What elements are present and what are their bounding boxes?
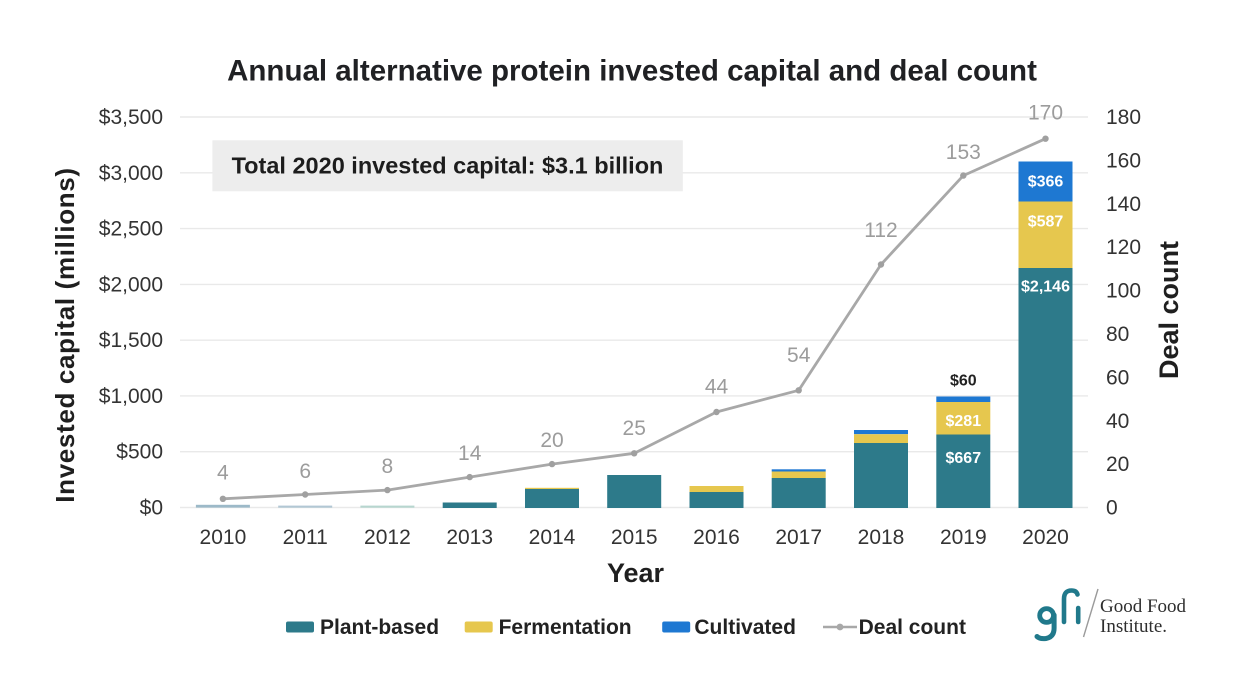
svg-text:$1,500: $1,500: [99, 329, 163, 352]
svg-text:$281: $281: [946, 413, 982, 430]
svg-text:2016: 2016: [693, 526, 740, 549]
svg-text:$3,000: $3,000: [99, 162, 163, 185]
svg-text:2019: 2019: [940, 526, 987, 549]
svg-text:8: 8: [382, 455, 394, 478]
svg-text:2020: 2020: [1022, 526, 1069, 549]
svg-text:Good Food: Good Food: [1100, 596, 1187, 617]
svg-text:Deal count: Deal count: [859, 616, 966, 639]
svg-text:153: 153: [946, 141, 981, 164]
svg-text:0: 0: [1106, 497, 1118, 520]
svg-text:14: 14: [458, 442, 482, 465]
svg-text:$60: $60: [950, 373, 977, 390]
svg-text:Fermentation: Fermentation: [499, 616, 632, 639]
svg-text:2013: 2013: [446, 526, 493, 549]
svg-text:20: 20: [540, 429, 563, 452]
svg-text:20: 20: [1106, 453, 1129, 476]
svg-text:Deal count: Deal count: [1154, 241, 1184, 379]
svg-text:$366: $366: [1028, 173, 1064, 190]
svg-text:Total 2020 invested capital: $: Total 2020 invested capital: $3.1 billio…: [232, 153, 664, 179]
svg-text:6: 6: [299, 460, 311, 483]
svg-text:2015: 2015: [611, 526, 658, 549]
svg-text:Plant-based: Plant-based: [320, 616, 439, 639]
svg-text:$667: $667: [946, 450, 982, 467]
svg-text:Cultivated: Cultivated: [694, 616, 796, 639]
svg-text:54: 54: [787, 344, 811, 367]
svg-text:140: 140: [1106, 193, 1141, 216]
svg-text:4: 4: [217, 462, 229, 485]
svg-text:Invested capital (millions): Invested capital (millions): [50, 167, 80, 502]
svg-text:$3,500: $3,500: [99, 106, 163, 129]
svg-text:112: 112: [864, 219, 897, 242]
svg-text:2011: 2011: [283, 526, 328, 549]
svg-text:$2,500: $2,500: [99, 218, 163, 241]
svg-text:180: 180: [1106, 106, 1141, 129]
svg-text:$500: $500: [116, 441, 163, 464]
svg-text:80: 80: [1106, 323, 1129, 346]
svg-text:$2,000: $2,000: [99, 273, 163, 296]
svg-text:44: 44: [705, 376, 729, 399]
svg-text:$587: $587: [1028, 213, 1064, 230]
svg-text:Year: Year: [607, 558, 665, 588]
svg-text:100: 100: [1106, 280, 1141, 303]
svg-text:2014: 2014: [529, 526, 576, 549]
svg-text:2017: 2017: [775, 526, 822, 549]
svg-text:120: 120: [1106, 236, 1141, 259]
svg-text:170: 170: [1028, 102, 1063, 125]
svg-text:$1,000: $1,000: [99, 385, 163, 408]
svg-text:$0: $0: [140, 497, 163, 520]
svg-text:40: 40: [1106, 410, 1129, 433]
svg-text:2010: 2010: [200, 526, 247, 549]
svg-text:$2,146: $2,146: [1021, 279, 1070, 296]
svg-text:Annual alternative protein inv: Annual alternative protein invested capi…: [227, 55, 1037, 88]
svg-text:2018: 2018: [858, 526, 905, 549]
svg-text:160: 160: [1106, 149, 1141, 172]
svg-text:60: 60: [1106, 366, 1129, 389]
svg-text:25: 25: [623, 417, 646, 440]
svg-text:Institute.: Institute.: [1100, 616, 1167, 637]
svg-text:2012: 2012: [364, 526, 411, 549]
